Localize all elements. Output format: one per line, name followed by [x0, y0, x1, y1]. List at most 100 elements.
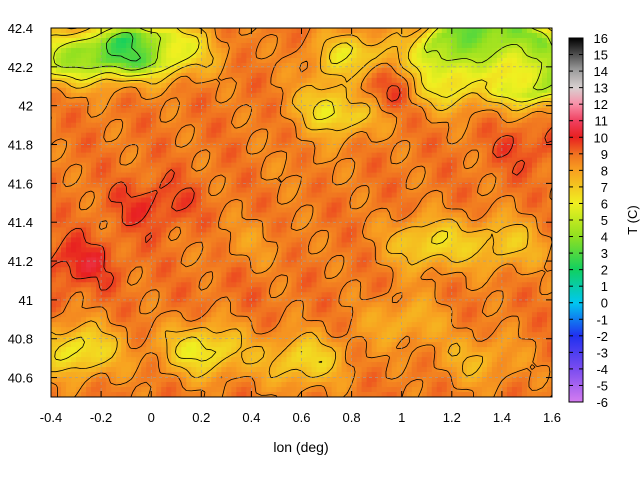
heatmap-cell: [477, 168, 483, 174]
heatmap-cell: [251, 257, 257, 263]
heatmap-cell: [261, 63, 267, 69]
heatmap-cell: [126, 208, 132, 214]
heatmap-cell: [286, 267, 292, 273]
heatmap-cell: [166, 272, 172, 278]
heatmap-cell: [332, 188, 338, 194]
heatmap-cell: [387, 28, 393, 34]
heatmap-cell: [121, 247, 127, 253]
heatmap-cell: [56, 168, 62, 174]
heatmap-cell: [522, 208, 528, 214]
heatmap-cell: [241, 43, 247, 49]
heatmap-cell: [236, 232, 242, 238]
heatmap-cell: [256, 237, 262, 243]
heatmap-cell: [126, 173, 132, 179]
heatmap-cell: [337, 227, 343, 233]
heatmap-cell: [266, 163, 272, 169]
heatmap-cell: [211, 153, 217, 159]
heatmap-cell: [216, 252, 222, 258]
heatmap-cell: [271, 138, 277, 144]
heatmap-cell: [477, 237, 483, 243]
heatmap-cell: [367, 227, 373, 233]
heatmap-cell: [266, 38, 272, 44]
heatmap-cell: [56, 33, 62, 39]
heatmap-cell: [312, 43, 318, 49]
heatmap-cell: [357, 222, 363, 228]
heatmap-cell: [186, 118, 192, 124]
heatmap-cell: [161, 153, 167, 159]
heatmap-cell: [51, 227, 57, 233]
heatmap-cell: [281, 227, 287, 233]
heatmap-cell: [216, 272, 222, 278]
heatmap-cell: [302, 158, 308, 164]
heatmap-cell: [286, 138, 292, 144]
heatmap-cell: [216, 237, 222, 243]
heatmap-cell: [512, 123, 518, 129]
heatmap-cell: [166, 78, 172, 84]
heatmap-cell: [457, 113, 463, 119]
heatmap-cell: [507, 113, 513, 119]
heatmap-cell: [161, 232, 167, 238]
heatmap-cell: [216, 28, 222, 34]
heatmap-cell: [66, 198, 72, 204]
heatmap-cell: [66, 178, 72, 184]
heatmap-cell: [537, 118, 543, 124]
heatmap-cell: [457, 148, 463, 154]
heatmap-cell: [362, 213, 368, 219]
heatmap-cell: [372, 113, 378, 119]
heatmap-cell: [512, 252, 518, 258]
heatmap-cell: [327, 168, 333, 174]
heatmap-cell: [372, 163, 378, 169]
heatmap-cell: [367, 203, 373, 209]
heatmap-cell: [382, 93, 388, 99]
heatmap-cell: [542, 148, 548, 154]
heatmap-cell: [417, 98, 423, 104]
heatmap-cell: [432, 227, 438, 233]
heatmap-cell: [81, 143, 87, 149]
heatmap-cell: [402, 33, 408, 39]
heatmap-cell: [86, 163, 92, 169]
heatmap-cell: [221, 83, 227, 89]
heatmap-cell: [276, 267, 282, 273]
heatmap-cell: [382, 43, 388, 49]
heatmap-cell: [101, 158, 107, 164]
heatmap-cell: [216, 133, 222, 139]
heatmap-cell: [291, 242, 297, 248]
heatmap-cell: [432, 237, 438, 243]
heatmap-cell: [502, 113, 508, 119]
heatmap-cell: [502, 158, 508, 164]
heatmap-cell: [211, 232, 217, 238]
heatmap-cell: [342, 68, 348, 74]
heatmap-cell: [106, 227, 112, 233]
heatmap-cell: [121, 173, 127, 179]
heatmap-cell: [487, 222, 493, 228]
heatmap-cell: [527, 143, 533, 149]
heatmap-cell: [226, 83, 232, 89]
heatmap-cell: [437, 43, 443, 49]
heatmap-cell: [226, 163, 232, 169]
heatmap-cell: [487, 73, 493, 79]
heatmap-cell: [312, 73, 318, 79]
heatmap-cell: [86, 257, 92, 263]
heatmap-cell: [352, 138, 358, 144]
heatmap-cell: [507, 158, 513, 164]
heatmap-cell: [312, 178, 318, 184]
heatmap-cell: [327, 203, 333, 209]
heatmap-cell: [482, 198, 488, 204]
heatmap-cell: [171, 128, 177, 134]
heatmap-cell: [352, 68, 358, 74]
heatmap-cell: [442, 98, 448, 104]
heatmap-cell: [522, 173, 528, 179]
heatmap-cell: [462, 53, 468, 59]
heatmap-cell: [352, 63, 358, 69]
heatmap-cell: [81, 78, 87, 84]
heatmap-cell: [111, 153, 117, 159]
heatmap-cell: [231, 63, 237, 69]
heatmap-cell: [231, 257, 237, 263]
heatmap-cell: [126, 153, 132, 159]
heatmap-cell: [542, 247, 548, 253]
heatmap-cell: [377, 242, 383, 248]
heatmap-cell: [101, 48, 107, 54]
heatmap-cell: [457, 33, 463, 39]
heatmap-cell: [517, 133, 523, 139]
heatmap-cell: [126, 168, 132, 174]
